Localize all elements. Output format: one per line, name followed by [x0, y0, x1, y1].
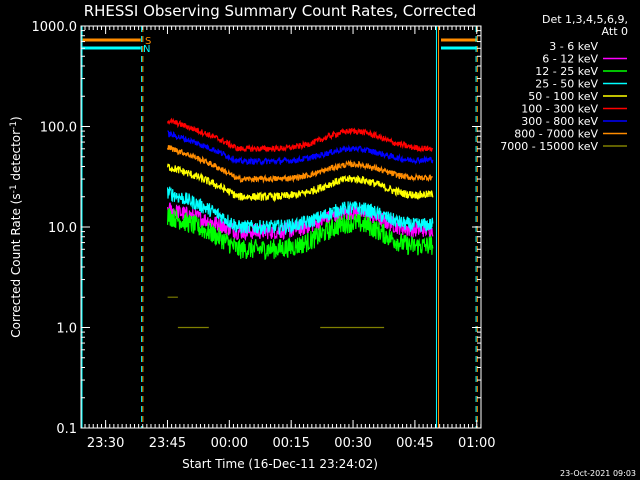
legend-entry-label: 6 - 12 keV	[542, 53, 598, 66]
x-tick-label: 01:00	[458, 436, 495, 451]
y-axis-label: Corrected Count Rate (s-1 detector-1)	[9, 116, 23, 337]
legend-entry-label: 50 - 100 keV	[528, 90, 598, 103]
series-line	[167, 163, 434, 203]
y-tick-label: 1.0	[56, 322, 77, 337]
axes-layer: 1000.0 100.0 10.0 1.0 0.1 23:30 23:45 00:00 00:1…	[32, 20, 496, 451]
legend-entry-label: 3 - 6 keV	[549, 40, 598, 53]
annotation-n-label: N	[143, 44, 150, 55]
series-line	[167, 296, 385, 329]
x-tick-label: 23:30	[87, 436, 124, 451]
footer-timestamp: 23-Oct-2021 09:03	[560, 469, 636, 478]
y-tick-label: 10.0	[48, 221, 77, 236]
x-axis-label: Start Time (16-Dec-11 23:24:02)	[182, 457, 378, 471]
legend-header-attenuator: Att 0	[602, 25, 628, 38]
x-tick-label: 00:30	[334, 436, 371, 451]
legend-entry-label: 12 - 25 keV	[535, 65, 598, 78]
legend-entry-label: 300 - 800 keV	[521, 115, 598, 128]
y-axis-label-superscript: -1	[9, 184, 19, 193]
series-line	[167, 145, 433, 184]
annotation-s-label: S	[145, 36, 151, 47]
series-line	[167, 130, 434, 166]
legend-header-detectors: Det 1,3,4,5,6,9,	[542, 13, 628, 26]
chart-title: RHESSI Observing Summary Count Rates, Co…	[84, 2, 477, 20]
series-layer	[167, 117, 434, 329]
y-axis-label-text: Corrected Count Rate (s	[9, 193, 23, 337]
x-tick-label: 23:45	[149, 436, 186, 451]
y-tick-label: 100.0	[40, 121, 77, 136]
x-tick-label: 00:00	[211, 436, 248, 451]
annotation-layer: SN	[81, 26, 478, 428]
y-tick-label: 0.1	[56, 422, 77, 437]
y-axis-label-unit: detector	[9, 130, 23, 185]
y-tick-label: 1000.0	[32, 20, 78, 35]
legend-entry-label: 25 - 50 keV	[535, 78, 598, 91]
legend-entry-label: 800 - 7000 keV	[514, 128, 598, 141]
y-axis-label-close: )	[9, 116, 23, 121]
series-line	[167, 208, 434, 261]
series-line	[167, 186, 434, 236]
legend-entry-label: 7000 - 15000 keV	[500, 140, 598, 153]
series-line	[167, 117, 434, 153]
y-axis-label-superscript: -1	[9, 121, 19, 130]
x-tick-label: 00:45	[396, 436, 433, 451]
legend-entry-label: 100 - 300 keV	[521, 103, 598, 116]
x-tick-label: 00:15	[272, 436, 309, 451]
